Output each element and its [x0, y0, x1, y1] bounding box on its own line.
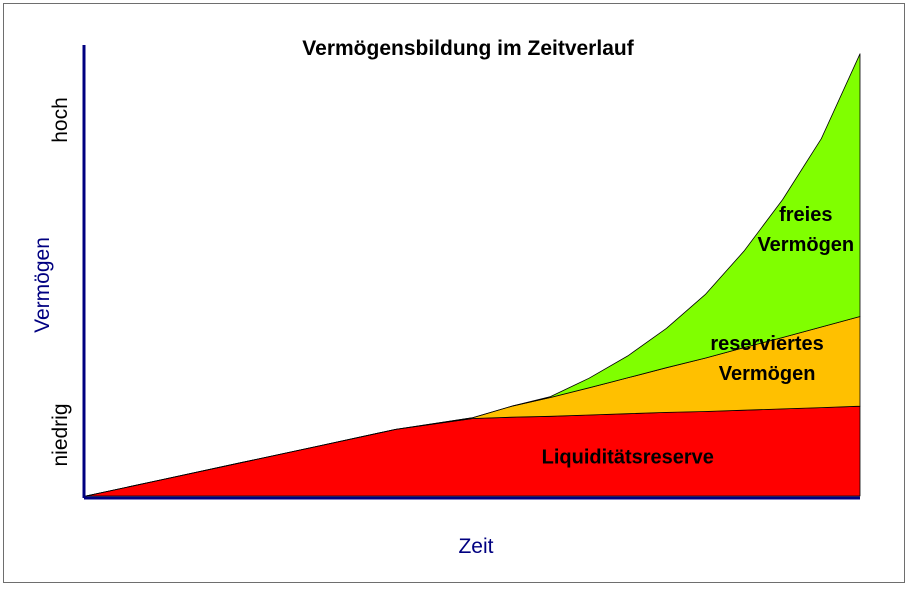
area-label-reserviertes-vermoegen: reserviertes Vermögen	[710, 333, 823, 385]
area-label-line: reserviertes	[710, 333, 823, 355]
area-layer	[85, 53, 861, 497]
y-tick-label-high: hoch	[49, 97, 72, 143]
area-label-line: Vermögen	[757, 234, 854, 256]
area-label-line: freies	[779, 204, 832, 226]
chart-title: Vermögensbildung im Zeitverlauf	[302, 37, 634, 60]
area-label-line: Vermögen	[719, 363, 816, 385]
area-freies-vermoegen	[85, 53, 861, 497]
area-label-freies-vermoegen: freies Vermögen	[757, 204, 854, 256]
area-label-liquiditaetsreserve: Liquiditätsreserve	[542, 447, 714, 469]
y-tick-label-low: niedrig	[49, 403, 72, 466]
area-liquiditaetsreserve	[85, 405, 861, 497]
y-axis-label: Vermögen	[31, 237, 54, 333]
area-label-line: Liquiditätsreserve	[542, 447, 714, 469]
x-axis-label: Zeit	[458, 535, 493, 558]
